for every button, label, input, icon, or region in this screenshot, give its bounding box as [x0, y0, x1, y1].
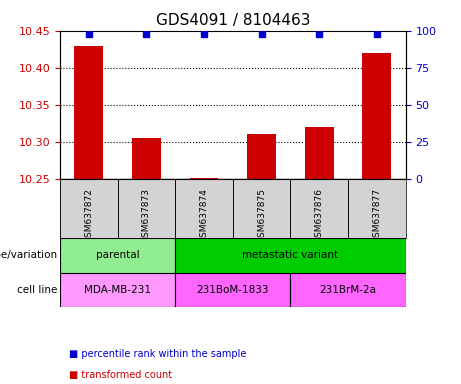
FancyBboxPatch shape — [233, 179, 290, 238]
Text: ■ percentile rank within the sample: ■ percentile rank within the sample — [69, 349, 247, 359]
Bar — [362, 53, 391, 179]
Bar — [305, 127, 334, 179]
FancyBboxPatch shape — [60, 273, 175, 307]
Text: GSM637872: GSM637872 — [84, 188, 93, 243]
Text: cell line: cell line — [17, 285, 57, 295]
FancyBboxPatch shape — [175, 273, 290, 307]
Text: GSM637877: GSM637877 — [372, 188, 381, 243]
FancyBboxPatch shape — [290, 179, 348, 238]
Bar — [247, 134, 276, 179]
FancyBboxPatch shape — [60, 238, 175, 273]
Text: GSM637874: GSM637874 — [200, 188, 208, 243]
Bar — [132, 138, 161, 179]
FancyBboxPatch shape — [60, 179, 118, 238]
Text: GSM637876: GSM637876 — [315, 188, 324, 243]
Text: genotype/variation: genotype/variation — [0, 250, 57, 260]
FancyBboxPatch shape — [118, 179, 175, 238]
Text: GSM637875: GSM637875 — [257, 188, 266, 243]
FancyBboxPatch shape — [290, 273, 406, 307]
Text: metastatic variant: metastatic variant — [242, 250, 338, 260]
Text: ■ transformed count: ■ transformed count — [69, 370, 172, 380]
FancyBboxPatch shape — [175, 238, 406, 273]
Text: parental: parental — [96, 250, 139, 260]
Title: GDS4091 / 8104463: GDS4091 / 8104463 — [155, 13, 310, 28]
Text: 231BrM-2a: 231BrM-2a — [319, 285, 377, 295]
FancyBboxPatch shape — [348, 179, 406, 238]
FancyBboxPatch shape — [175, 179, 233, 238]
Text: MDA-MB-231: MDA-MB-231 — [84, 285, 151, 295]
Text: 231BoM-1833: 231BoM-1833 — [196, 285, 269, 295]
Bar — [189, 178, 219, 179]
Bar — [74, 46, 103, 179]
Text: GSM637873: GSM637873 — [142, 188, 151, 243]
